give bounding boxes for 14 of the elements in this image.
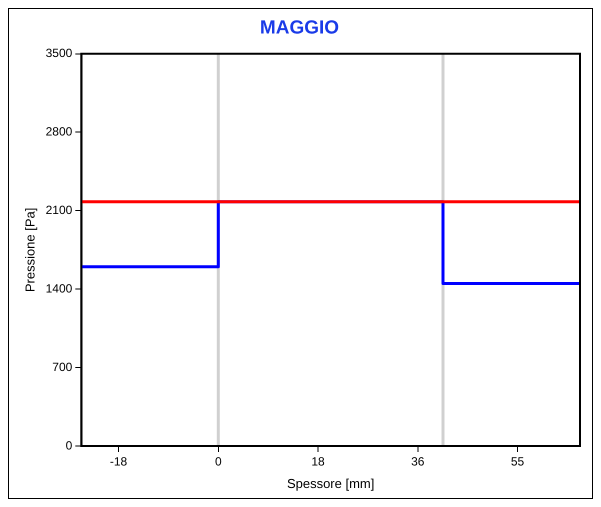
x-axis-title: Spessore [mm]	[286, 476, 374, 491]
y-axis-title: Pressione [Pa]	[22, 208, 38, 292]
x-tick-label: 18	[311, 454, 326, 469]
x-tick-label: 55	[510, 454, 525, 469]
y-tick-label: 700	[52, 360, 73, 374]
y-tick-label: 1400	[46, 281, 73, 296]
x-tick-label: 0	[214, 454, 222, 469]
y-tick-label: 3500	[46, 46, 73, 60]
x-tick-label: -18	[110, 454, 128, 469]
chart-title: MAGGIO	[260, 18, 340, 39]
y-tick-label: 0	[66, 438, 73, 452]
y-tick-label: 2100	[46, 202, 73, 217]
y-tick-label: 2800	[46, 124, 73, 139]
x-tick-label: 36	[411, 454, 425, 469]
